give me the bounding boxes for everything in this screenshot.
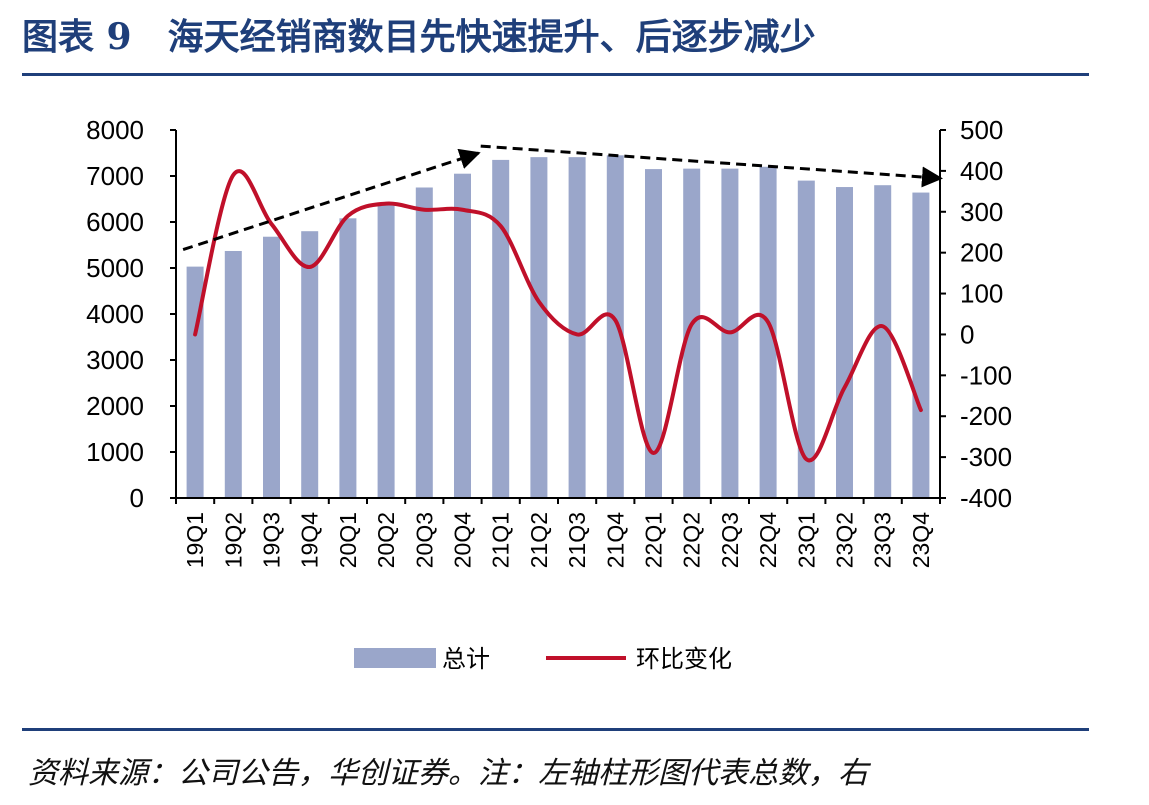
- bar-series-total: [186, 155, 930, 499]
- dealer-count-chart: 010002000300040005000600070008000-400-30…: [86, 115, 1012, 673]
- x-tick-label: 20Q1: [335, 512, 361, 568]
- x-tick-label: 22Q1: [641, 512, 667, 568]
- left-tick-label: 0: [130, 483, 144, 513]
- legend-label-total: 总计: [442, 645, 490, 673]
- x-tick-label: 22Q4: [755, 512, 781, 568]
- right-tick-label: -200: [960, 401, 1012, 431]
- trend-arrow-down: [480, 144, 943, 188]
- line-series-qoq-change: [193, 169, 923, 463]
- title-divider: [22, 73, 1089, 76]
- x-tick-label: 21Q2: [526, 512, 552, 568]
- right-tick-label: 200: [960, 238, 1003, 268]
- right-tick-label: 100: [960, 279, 1003, 309]
- x-tick-label: 21Q1: [488, 512, 514, 568]
- bar-23Q4: [912, 192, 930, 498]
- chart-legend: 总计 环比变化: [354, 645, 732, 673]
- bar-21Q1: [492, 159, 510, 498]
- right-tick-label: -300: [960, 442, 1012, 472]
- right-tick-label: -100: [960, 360, 1012, 390]
- bar-21Q3: [568, 157, 586, 498]
- chart-axes: [175, 130, 941, 499]
- left-tick-label: 8000: [86, 115, 144, 145]
- left-tick-label: 6000: [86, 207, 144, 237]
- x-tick-label: 23Q3: [870, 512, 896, 568]
- left-tick-label: 1000: [86, 437, 144, 467]
- x-tick-label: 23Q4: [908, 512, 934, 568]
- x-tick-label: 19Q4: [297, 512, 323, 568]
- axis-ticks: 010002000300040005000600070008000-400-30…: [86, 115, 1012, 568]
- trend-arrows: [182, 144, 943, 252]
- left-tick-label: 2000: [86, 391, 144, 421]
- page-title: 图表 9 海天经销商数目先快速提升、后逐步减少: [22, 16, 816, 58]
- bar-22Q1: [645, 169, 662, 498]
- x-tick-label: 20Q3: [411, 512, 437, 568]
- bar-19Q2: [224, 250, 242, 498]
- x-tick-label: 23Q1: [793, 512, 819, 568]
- right-tick-label: 400: [960, 156, 1003, 186]
- x-tick-label: 22Q3: [717, 512, 743, 568]
- x-tick-label: 20Q4: [450, 512, 476, 568]
- bar-21Q2: [530, 157, 548, 498]
- bar-20Q1: [339, 218, 357, 498]
- left-tick-label: 3000: [86, 345, 144, 375]
- left-tick-label: 5000: [86, 253, 144, 283]
- bar-22Q4: [759, 166, 777, 499]
- x-tick-label: 21Q4: [602, 512, 628, 568]
- bar-19Q1: [186, 266, 204, 498]
- footer-divider: [22, 728, 1089, 731]
- x-tick-label: 22Q2: [679, 512, 705, 568]
- bar-22Q2: [683, 168, 701, 498]
- left-tick-label: 7000: [86, 161, 144, 191]
- right-tick-label: 500: [960, 115, 1003, 145]
- bar-20Q4: [454, 173, 471, 498]
- bar-23Q1: [797, 180, 815, 498]
- right-tick-label: 0: [960, 319, 974, 349]
- left-tick-label: 4000: [86, 299, 144, 329]
- source-note: 资料来源：公司公告，华创证券。注：左轴柱形图代表总数，右: [28, 756, 868, 791]
- x-tick-label: 21Q3: [564, 512, 590, 568]
- x-tick-label: 19Q3: [259, 512, 285, 568]
- legend-label-qoq-change: 环比变化: [636, 645, 732, 673]
- right-tick-label: 300: [960, 197, 1003, 227]
- right-tick-label: -400: [960, 483, 1012, 513]
- bar-20Q3: [415, 187, 433, 498]
- bar-19Q3: [263, 236, 280, 498]
- x-tick-label: 23Q2: [832, 512, 858, 568]
- trend-arrow-up: [182, 148, 481, 252]
- bar-21Q4: [606, 155, 624, 499]
- legend-swatch-total: [354, 648, 436, 668]
- bar-23Q2: [836, 187, 853, 499]
- bar-20Q2: [377, 203, 395, 498]
- bar-19Q4: [301, 231, 319, 498]
- x-tick-label: 20Q2: [373, 512, 399, 568]
- bar-23Q3: [874, 185, 892, 498]
- x-tick-label: 19Q2: [220, 512, 246, 568]
- x-tick-label: 19Q1: [182, 512, 208, 568]
